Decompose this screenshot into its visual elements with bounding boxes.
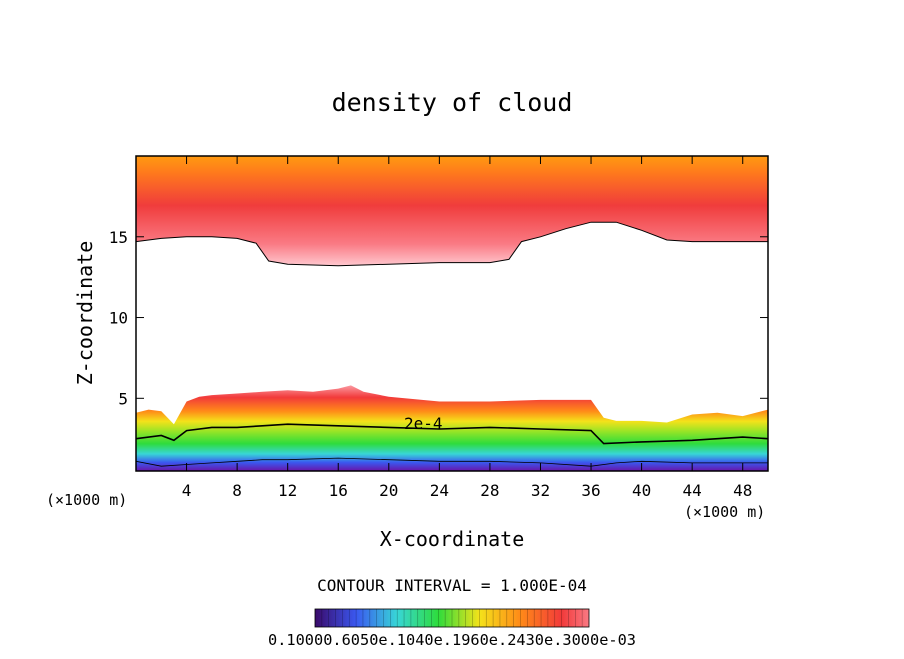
upper-cloud-layer — [136, 156, 768, 266]
x-tick-label: 12 — [278, 481, 297, 500]
contour-label: 2e-4 — [404, 414, 443, 433]
x-tick-label: 40 — [632, 481, 651, 500]
y-axis-ticks: 5 10 15 — [109, 228, 768, 408]
x-tick-label: 28 — [480, 481, 499, 500]
plot-area — [136, 156, 768, 471]
x-unit-label-left: (×1000 m) — [46, 491, 127, 509]
x-axis-label: X-coordinate — [380, 527, 525, 551]
colorbar — [314, 608, 590, 628]
x-tick-label: 36 — [581, 481, 600, 500]
x-tick-label: 4 — [182, 481, 192, 500]
y-tick-label: 5 — [118, 389, 128, 408]
plot-frame — [135, 155, 769, 472]
x-tick-label: 16 — [329, 481, 348, 500]
x-tick-label: 24 — [430, 481, 449, 500]
x-tick-label: 32 — [531, 481, 550, 500]
y-tick-label: 10 — [109, 309, 128, 328]
y-tick-label: 15 — [109, 228, 128, 247]
y-unit-label-right: (×1000 m) — [684, 503, 765, 521]
y-axis-label: Z-coordinate — [73, 241, 97, 386]
colorbar-stripes — [321, 609, 583, 627]
chart-title: density of cloud — [332, 88, 573, 117]
contour-interval-text: CONTOUR INTERVAL = 1.000E-04 — [317, 576, 587, 595]
contour-2e-4-line — [136, 423, 768, 445]
x-tick-label: 8 — [232, 481, 242, 500]
x-tick-label: 44 — [683, 481, 702, 500]
lower-layer-base-contour — [136, 457, 768, 467]
colorbar-labels: 0.10000.6050e.1040e.1960e.2430e.3000e-03 — [268, 631, 636, 649]
x-tick-label: 20 — [379, 481, 398, 500]
x-axis-ticks: 4 8 12 16 20 24 28 32 36 40 44 48 — [182, 156, 752, 500]
upper-layer-base-contour — [136, 221, 768, 267]
x-tick-label: 48 — [733, 481, 752, 500]
